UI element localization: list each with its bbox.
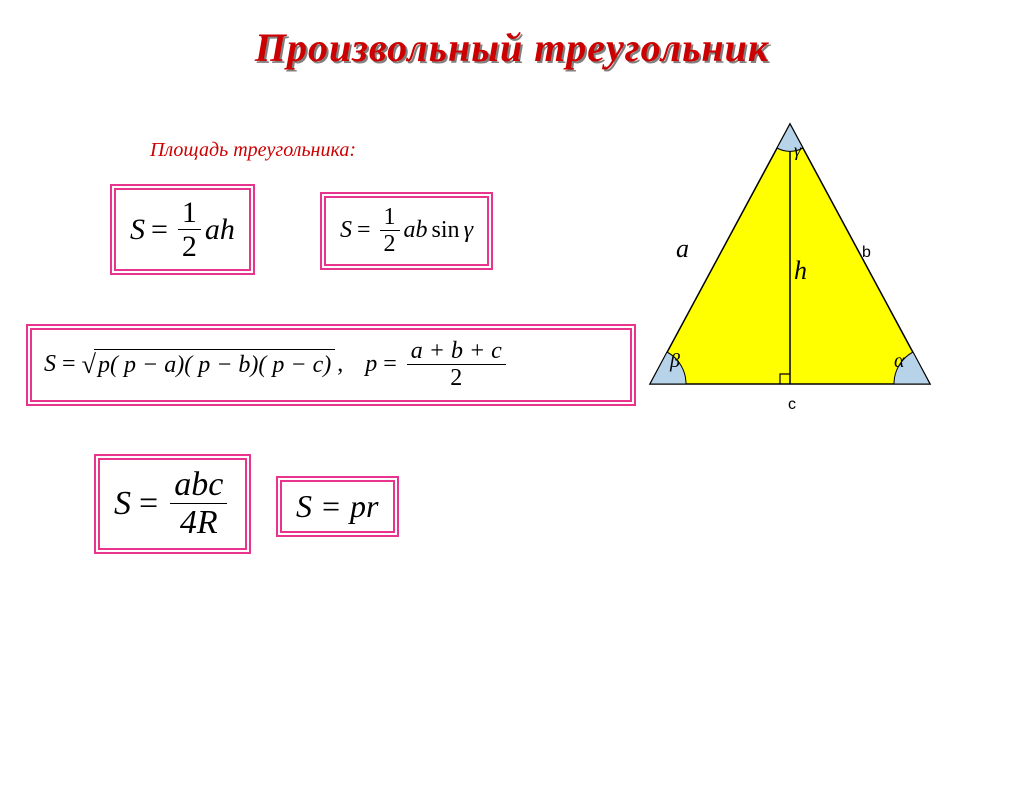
- f5-rhs: pr: [350, 488, 378, 525]
- f1-frac: 1 2: [178, 196, 201, 263]
- formula-box-1: S = 1 2 ah: [110, 184, 255, 275]
- f3-lhs: S: [44, 351, 56, 378]
- f3-comma: ,: [337, 351, 343, 378]
- label-h: h: [794, 256, 807, 286]
- f4-eq: =: [139, 485, 158, 523]
- f3-p-num: a + b + c: [407, 338, 506, 365]
- formula-box-3: S = √ p( p − a)( p − b)( p − c) , p = a …: [26, 324, 636, 406]
- subtitle: Площадь треугольника:: [150, 139, 356, 162]
- f2-sin: sin: [432, 217, 460, 244]
- f1-rhs: ah: [205, 213, 235, 247]
- f4-num: abc: [170, 466, 227, 504]
- formula-box-2: S = 1 2 ab sin γ: [320, 192, 493, 270]
- f2-frac: 1 2: [380, 204, 400, 258]
- f3-eq: =: [62, 351, 76, 378]
- subtitle-text: Площадь треугольника:: [150, 139, 356, 161]
- f4-lhs: S: [114, 485, 131, 523]
- f2-ab: ab: [404, 217, 428, 244]
- label-gamma: γ: [794, 140, 801, 161]
- triangle-diagram: a b c h γ β α: [640, 114, 960, 414]
- f3-sqrt: √ p( p − a)( p − b)( p − c): [82, 349, 336, 380]
- f3-p-eq: =: [383, 351, 397, 378]
- label-b: b: [862, 244, 871, 262]
- f3-p-den: 2: [446, 365, 466, 391]
- label-c: c: [788, 396, 796, 414]
- f2-gamma: γ: [464, 217, 473, 244]
- f5-eq: =: [322, 488, 340, 525]
- label-beta: β: [670, 350, 680, 373]
- f4-den: 4R: [176, 504, 222, 541]
- f4-frac: abc 4R: [170, 466, 227, 542]
- f1-eq: =: [151, 213, 168, 247]
- label-a: a: [676, 234, 689, 264]
- f1-lhs: S: [130, 213, 145, 247]
- title-text: Произвольный треугольник: [255, 25, 769, 70]
- f3-p-frac: a + b + c 2: [407, 338, 506, 392]
- formula-box-5: S = pr: [276, 476, 399, 537]
- formula-box-4: S = abc 4R: [94, 454, 251, 554]
- f3-sqrt-body: p( p − a)( p − b)( p − c): [94, 349, 335, 380]
- f1-den: 2: [178, 230, 201, 263]
- f2-lhs: S: [340, 217, 352, 244]
- f2-den: 2: [380, 231, 400, 257]
- f5-lhs: S: [296, 488, 312, 525]
- f1-num: 1: [178, 196, 201, 230]
- f2-eq: =: [357, 217, 371, 244]
- page-title: Произвольный треугольник: [0, 24, 1024, 71]
- f3-p-lhs: p: [365, 351, 377, 378]
- f2-num: 1: [380, 204, 400, 231]
- label-alpha: α: [894, 350, 905, 373]
